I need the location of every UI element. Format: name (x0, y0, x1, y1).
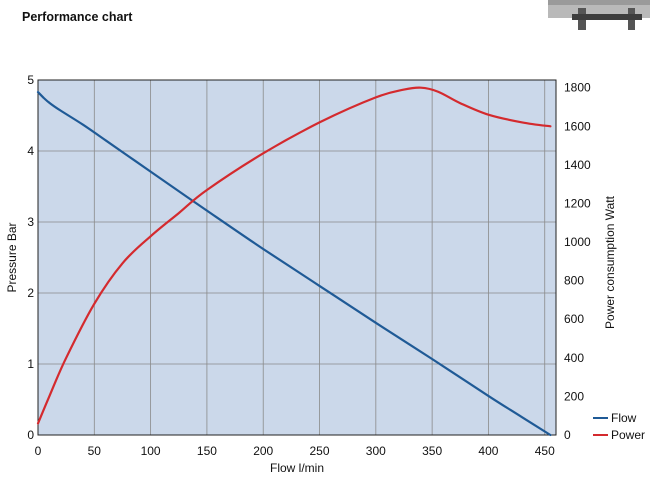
right-tick-label: 1200 (564, 196, 591, 210)
plot-area (38, 80, 556, 435)
right-tick-label: 0 (564, 428, 571, 442)
x-tick-label: 250 (310, 444, 330, 458)
right-tick-label: 1800 (564, 81, 591, 95)
pump-product-image (548, 0, 650, 30)
right-tick-label: 400 (564, 351, 584, 365)
series-lines (36, 86, 552, 437)
grid-lines (37, 79, 556, 436)
x-tick-label: 0 (35, 444, 42, 458)
right-tick-label: 800 (564, 274, 584, 288)
x-tick-label: 450 (535, 444, 555, 458)
left-tick-label: 5 (27, 73, 34, 87)
legend-label-power: Power (611, 428, 645, 442)
left-tick-label: 4 (27, 144, 34, 158)
left-axis-title: Pressure Bar (5, 222, 19, 292)
legend: Flow Power (593, 411, 645, 442)
left-tick-label: 2 (27, 286, 34, 300)
legend-label-flow: Flow (611, 411, 637, 425)
x-tick-label: 200 (253, 444, 273, 458)
x-axis-title: Flow l/min (270, 461, 324, 475)
x-tick-label: 50 (88, 444, 102, 458)
x-tick-label: 350 (422, 444, 442, 458)
right-tick-label: 1600 (564, 119, 591, 133)
chart-heading: Performance chart (22, 10, 133, 24)
series-line-power (36, 86, 552, 425)
x-tick-label: 100 (141, 444, 161, 458)
right-axis-title: Power consumption Watt (603, 195, 617, 329)
right-tick-label: 200 (564, 389, 584, 403)
x-tick-label: 150 (197, 444, 217, 458)
left-tick-label: 3 (27, 215, 34, 229)
left-axis-ticks: 0 1 2 3 4 5 (27, 73, 34, 442)
right-axis-ticks: 0 200 400 600 800 1000 1200 1400 1600 1800 (564, 81, 591, 442)
left-tick-label: 0 (27, 428, 34, 442)
right-tick-label: 1000 (564, 235, 591, 249)
plot-frame (37, 79, 557, 436)
x-tick-label: 300 (366, 444, 386, 458)
x-tick-label: 400 (478, 444, 498, 458)
left-tick-label: 1 (27, 357, 34, 371)
right-tick-label: 1400 (564, 158, 591, 172)
x-axis-ticks: 0 50 100 150 200 250 300 350 400 450 (35, 444, 555, 458)
right-tick-label: 600 (564, 312, 584, 326)
